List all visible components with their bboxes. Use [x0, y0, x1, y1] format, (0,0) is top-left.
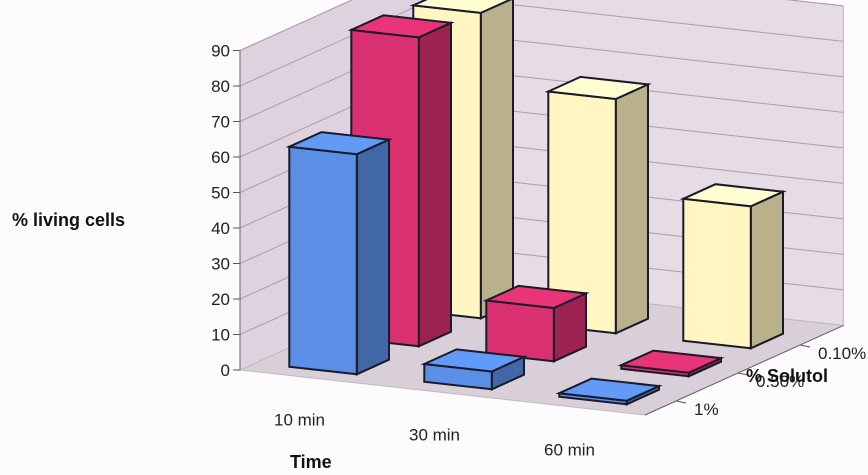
bar-side: [479, 0, 514, 320]
bar-1-30min: [420, 348, 528, 391]
bar-top: [555, 377, 663, 402]
bar-1-10min: [285, 131, 393, 376]
y-tick-label: 20: [211, 290, 230, 309]
bar-side: [749, 190, 784, 350]
bar-050-60min: [617, 349, 725, 378]
bar-top: [617, 349, 725, 374]
y-axis-title: % living cells: [12, 210, 125, 230]
z-tick-mark: [675, 400, 687, 404]
y-tick-labels: 0 10 20 30 40 50 60 70 80 90: [211, 42, 241, 380]
bar-010-60min: [679, 183, 787, 350]
bars: [285, 0, 787, 406]
bar-010-30min: [544, 75, 652, 335]
y-tick-label: 60: [211, 148, 230, 167]
x-tick-label: 30 min: [409, 426, 460, 445]
bar-top: [409, 0, 512, 14]
x-axis-title: Time: [290, 452, 332, 472]
bar-top: [679, 183, 787, 208]
z-tick-mark: [799, 344, 811, 348]
y-tick-label: 10: [211, 326, 230, 345]
bar-top: [544, 75, 652, 101]
x-tick-label: 60 min: [544, 441, 595, 460]
z-tick-label: 1%: [694, 400, 719, 419]
y-tick-label: 50: [211, 184, 230, 203]
y-tick-label: 0: [221, 361, 230, 380]
bar-top: [285, 131, 393, 156]
z-tick-label: 0.50%: [756, 372, 804, 391]
bar-front: [485, 299, 555, 363]
gridline: [239, 0, 844, 87]
z-tick-labels: 1% 0.50% 0.10%: [644, 324, 866, 419]
z-tick-label: 0.10%: [818, 344, 866, 363]
z-tick-mark: [737, 372, 749, 376]
bar-top: [347, 14, 455, 39]
y-tick-label: 30: [211, 255, 230, 274]
bar-front: [288, 145, 358, 376]
y-tick-label: 90: [211, 42, 230, 61]
bar-top: [482, 284, 590, 310]
bar-side: [355, 138, 390, 376]
bar-top: [420, 348, 528, 373]
x-tick-labels: 10 min 30 min 60 min: [274, 411, 595, 460]
bar-side: [614, 82, 649, 335]
x-tick-label: 10 min: [274, 411, 325, 430]
bar-side: [417, 21, 452, 348]
y-tick-label: 70: [211, 113, 230, 132]
y-tick-label: 80: [211, 77, 230, 96]
z-axis-line: [644, 324, 844, 416]
bar-front: [682, 197, 752, 350]
bar-1-60min: [555, 377, 663, 406]
y-tick-label: 40: [211, 219, 230, 238]
gridline: [239, 0, 844, 51]
bar-050-30min: [482, 284, 590, 363]
z-axis-title: % Solutol: [746, 366, 828, 386]
